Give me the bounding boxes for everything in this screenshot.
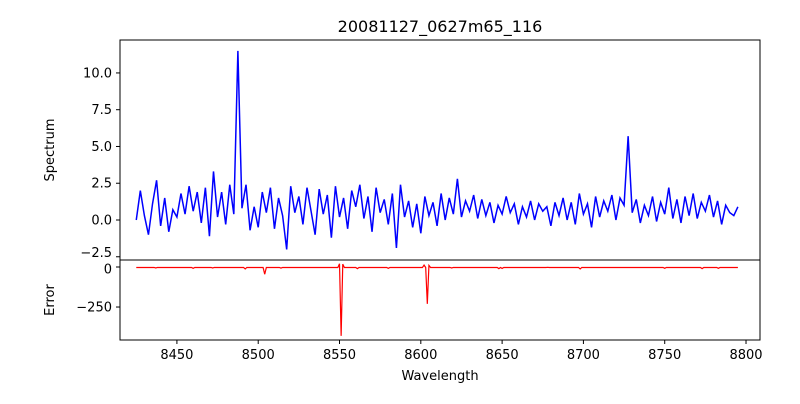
x-tick-label: 8600	[404, 348, 437, 363]
error-axes-frame	[119, 259, 761, 341]
chart-title: 20081127_0627m65_116	[338, 17, 543, 37]
error-ylabel: Error	[43, 284, 58, 316]
y-tick-label: 7.5	[91, 103, 112, 118]
spectrum-ylabel: Spectrum	[43, 119, 58, 182]
x-tick-label: 8800	[729, 348, 762, 363]
y-tick-label: −250	[76, 301, 112, 316]
y-tick-label: 0	[104, 263, 112, 278]
x-tick-label: 8750	[648, 348, 681, 363]
y-tick-label: −2.5	[80, 246, 112, 261]
spectrum-panel: Spectrum −2.5 0.0 2.5 5.0 7.5 10.0	[43, 39, 761, 261]
y-tick-label: 2.5	[91, 177, 112, 192]
error-line	[136, 263, 738, 336]
x-tick-label: 8650	[486, 348, 519, 363]
spectrum-axes-frame	[119, 39, 761, 261]
y-tick-label: 0.0	[91, 214, 112, 229]
y-tick-label: 5.0	[91, 140, 112, 155]
x-tick-label: 8700	[567, 348, 600, 363]
y-tick-label: 10.0	[83, 66, 112, 81]
x-tick-label: 8550	[323, 348, 356, 363]
error-panel: Error 0 −250	[43, 259, 761, 341]
x-tick-label: 8500	[242, 348, 275, 363]
spectrum-line	[135, 50, 739, 250]
x-tick-label: 8450	[160, 348, 193, 363]
x-axis-label: Wavelength	[401, 369, 478, 384]
